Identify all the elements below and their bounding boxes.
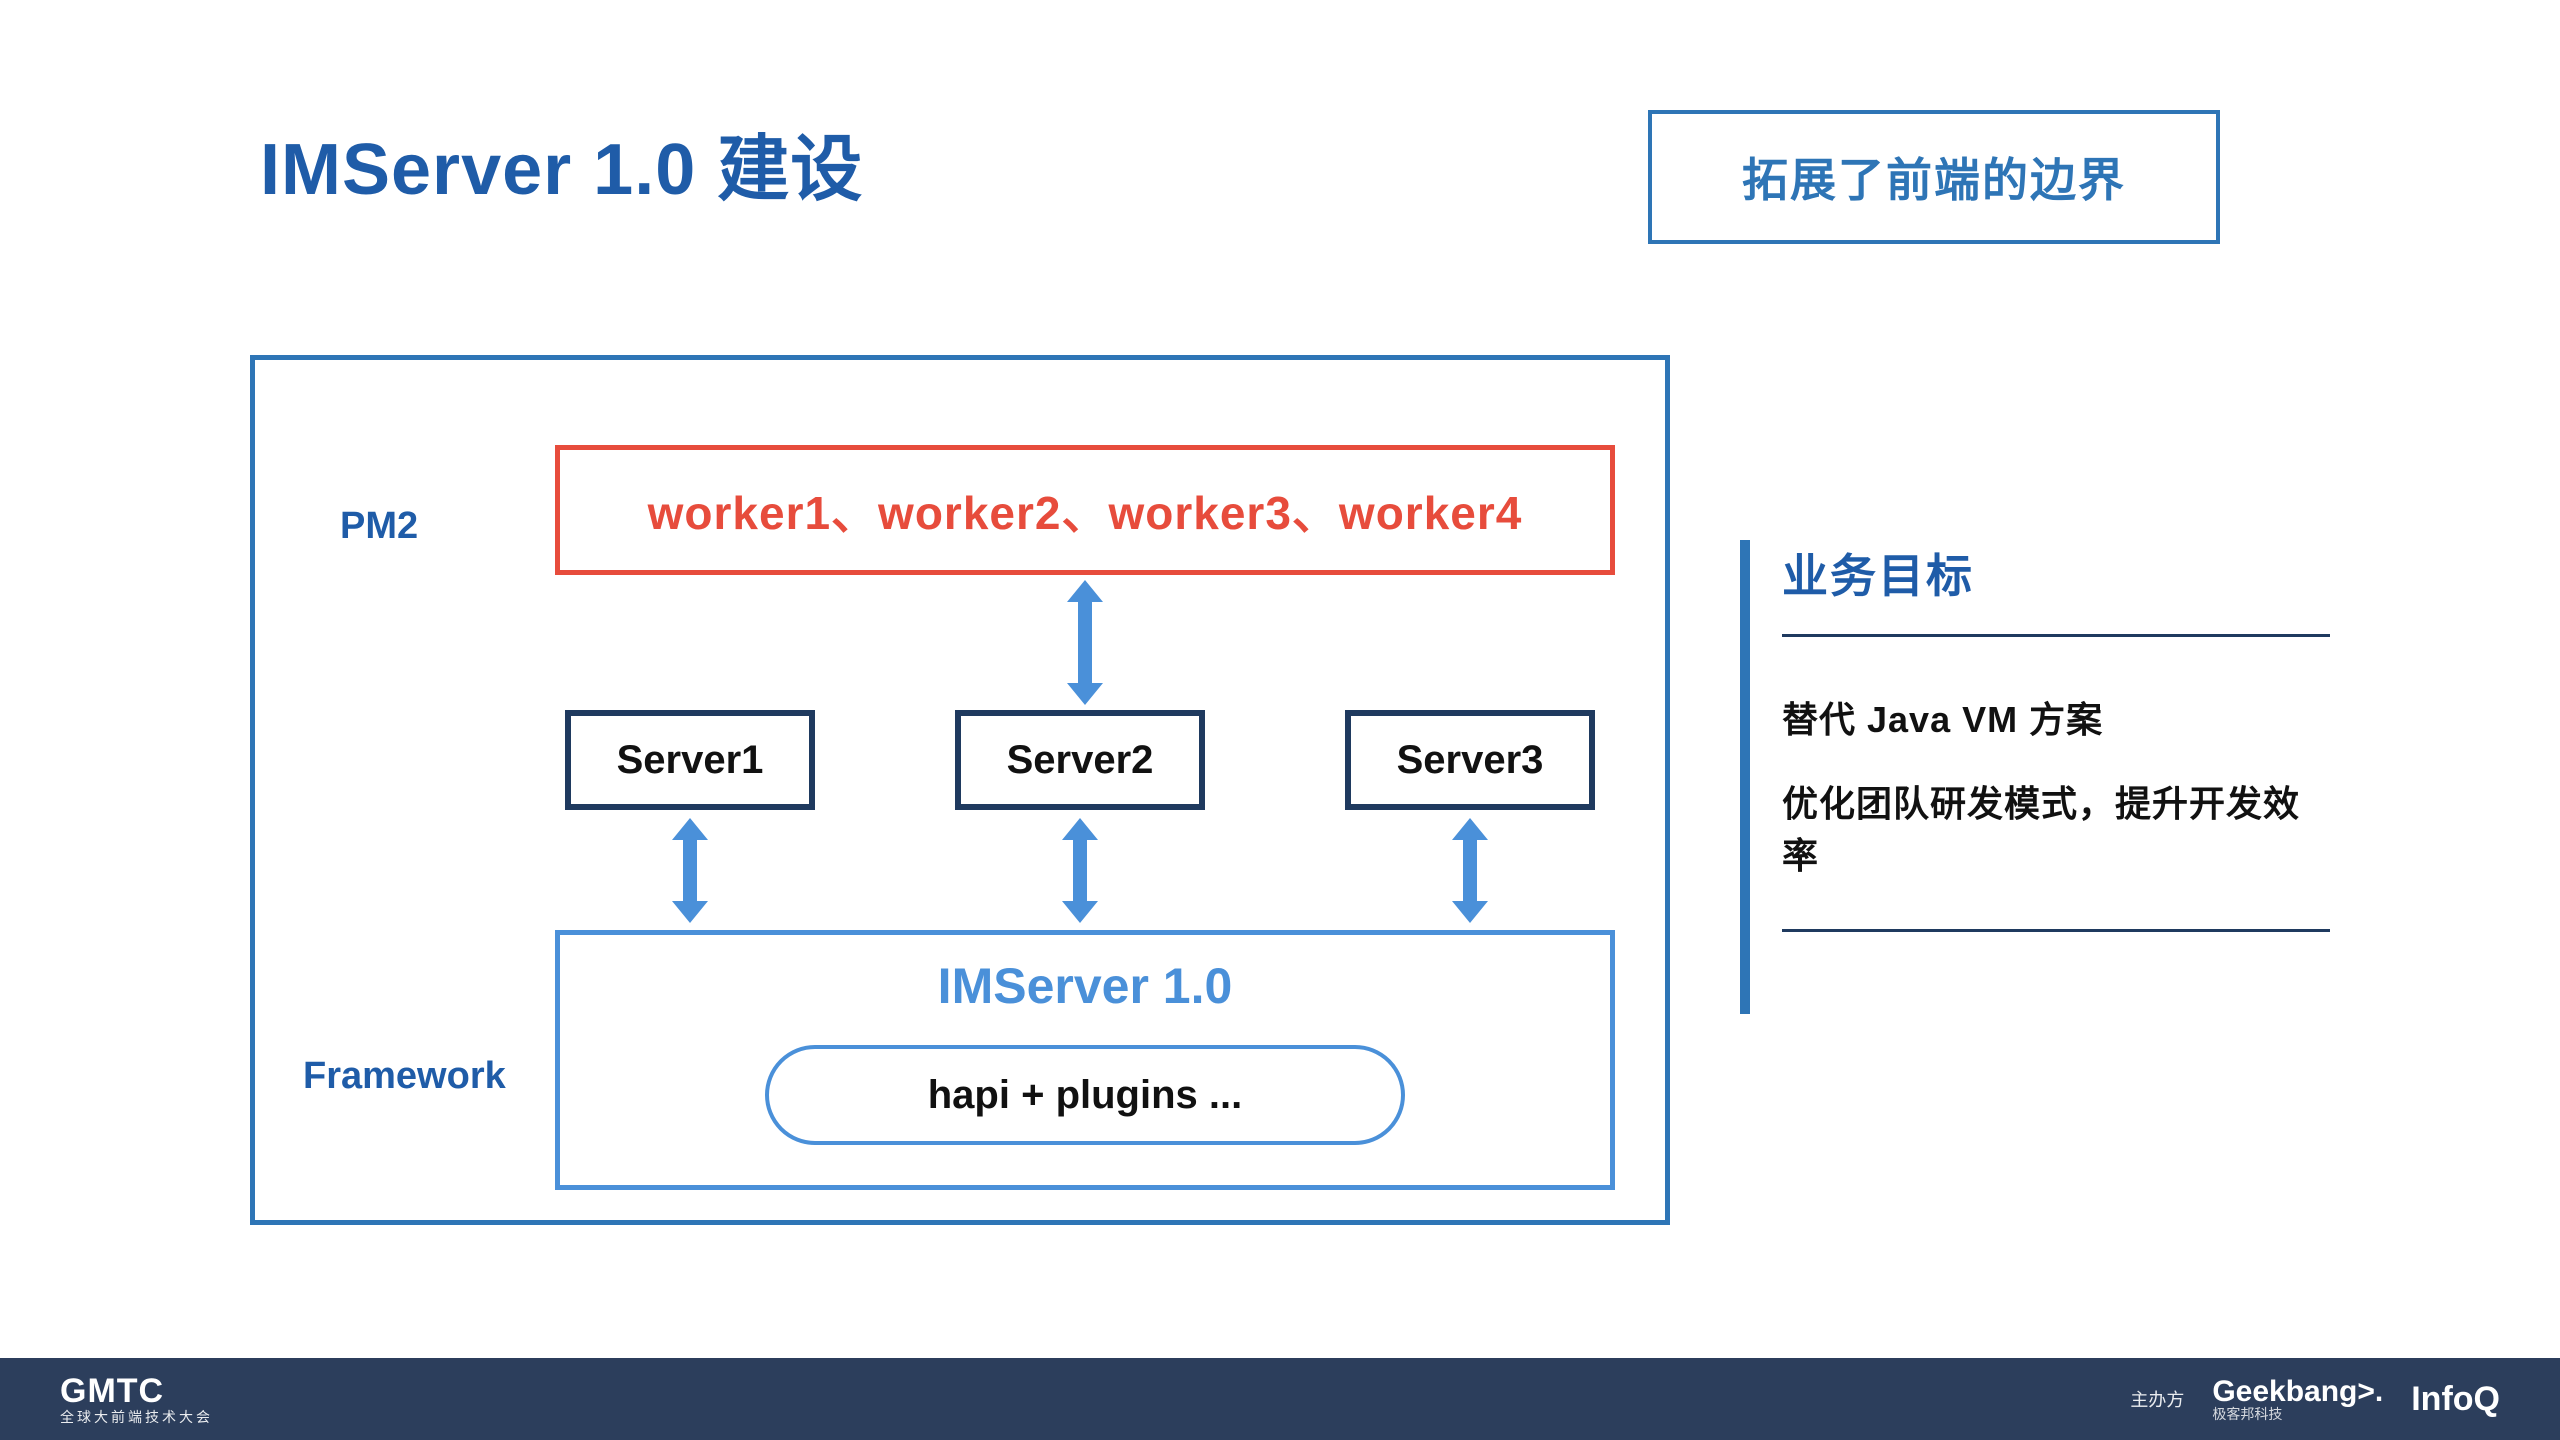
hapi-label: hapi + plugins ... — [928, 1073, 1242, 1118]
sidebar-item-2: 优化团队研发模式，提升开发效率 — [1782, 775, 2330, 879]
geekbang-text: Geekbang>. — [2212, 1377, 2383, 1407]
imserver-box: IMServer 1.0 hapi + plugins ... — [555, 930, 1615, 1190]
goals-sidebar: 业务目标 替代 Java VM 方案 优化团队研发模式，提升开发效率 — [1740, 540, 2330, 932]
host-label: 主办方 — [2130, 1386, 2184, 1412]
arrow-workers-servers — [1078, 600, 1092, 685]
infoq-logo: InfoQ — [2411, 1380, 2500, 1419]
header-callout: 拓展了前端的边界 — [1648, 110, 2220, 244]
sidebar-accent-bar — [1740, 540, 1750, 1014]
sidebar-item-1: 替代 Java VM 方案 — [1782, 691, 2330, 743]
footer-left: GMTC 全球大前端技术大会 — [60, 1373, 213, 1426]
arrow-server2-imserver — [1073, 838, 1087, 903]
page-title: IMServer 1.0 建设 — [260, 110, 863, 215]
server-box-1: Server1 — [565, 710, 815, 810]
imserver-title: IMServer 1.0 — [560, 957, 1610, 1015]
header-row: IMServer 1.0 建设 拓展了前端的边界 — [260, 110, 2220, 215]
server-box-3: Server3 — [1345, 710, 1595, 810]
geekbang-sub: 极客邦科技 — [2212, 1407, 2383, 1421]
worker-box: worker1、worker2、worker3、worker4 — [555, 445, 1615, 575]
arrow-server3-imserver — [1463, 838, 1477, 903]
sidebar-content: 业务目标 替代 Java VM 方案 优化团队研发模式，提升开发效率 — [1782, 540, 2330, 932]
arrow-server1-imserver — [683, 838, 697, 903]
architecture-diagram: PM2 Framework worker1、worker2、worker3、wo… — [250, 355, 1670, 1225]
worker-box-text: worker1、worker2、worker3、worker4 — [648, 477, 1523, 543]
gmtc-subtitle: 全球大前端技术大会 — [60, 1410, 213, 1425]
footer-bar: GMTC 全球大前端技术大会 主办方 Geekbang>. 极客邦科技 Info… — [0, 1358, 2560, 1440]
gmtc-logo: GMTC — [60, 1373, 213, 1410]
server-3-label: Server3 — [1397, 738, 1544, 783]
hapi-plugins-box: hapi + plugins ... — [765, 1045, 1405, 1145]
pm2-label: PM2 — [340, 505, 418, 548]
footer-right: 主办方 Geekbang>. 极客邦科技 InfoQ — [2130, 1377, 2500, 1421]
server-box-2: Server2 — [955, 710, 1205, 810]
server-1-label: Server1 — [617, 738, 764, 783]
geekbang-logo: Geekbang>. 极客邦科技 — [2212, 1377, 2383, 1421]
sidebar-bottom-divider — [1782, 929, 2330, 932]
framework-label: Framework — [303, 1055, 506, 1098]
server-2-label: Server2 — [1007, 738, 1154, 783]
sidebar-title: 业务目标 — [1782, 540, 2330, 637]
